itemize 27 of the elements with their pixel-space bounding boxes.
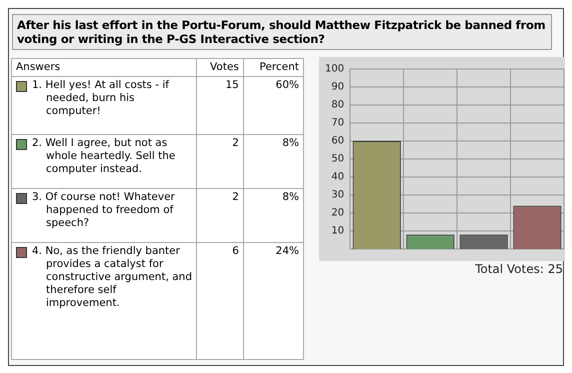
- y-tick-label: 50: [331, 154, 344, 165]
- y-tick-label: 90: [331, 82, 344, 93]
- text: After his last effort in the Portu-Forum, should Matthew Fitzpatrick be banned from voting or writing in the P-GS Interactive section?: [12, 14, 552, 50]
- text: 15: [196, 76, 244, 134]
- text: 2. Well I agree, but not as whole heartedly. Sell the computer instead.: [32, 137, 176, 176]
- text: Total Votes: 25: [475, 262, 563, 276]
- text: 8%: [243, 134, 304, 188]
- y-tick-label: 40: [331, 172, 344, 183]
- text: 4. No, as the friendly banter provides a catalyst for constructive argument, and therefore self improvement.: [32, 245, 192, 310]
- text: Percent: [243, 58, 304, 76]
- text: 2: [196, 188, 244, 242]
- text: 3. Of course not! Whatever happened to freedom of speech?: [32, 191, 176, 230]
- y-tick-label: 100: [324, 64, 344, 75]
- text: 6: [196, 242, 244, 360]
- y-tick-label: 30: [331, 190, 344, 201]
- text: 24%: [243, 242, 304, 360]
- y-tick-label: 60: [331, 136, 344, 147]
- text: Votes: [196, 58, 244, 76]
- y-tick-label: 20: [331, 208, 344, 219]
- y-tick-label: 70: [331, 118, 344, 129]
- text: 1. Hell yes! At all costs - if needed, burn his computer!: [32, 79, 170, 118]
- text: 2: [196, 134, 244, 188]
- y-tick-label: 10: [331, 226, 344, 237]
- text: Answers: [12, 58, 196, 76]
- text: 60%: [243, 76, 304, 134]
- text: 8%: [243, 188, 304, 242]
- y-tick-label: 80: [331, 100, 344, 111]
